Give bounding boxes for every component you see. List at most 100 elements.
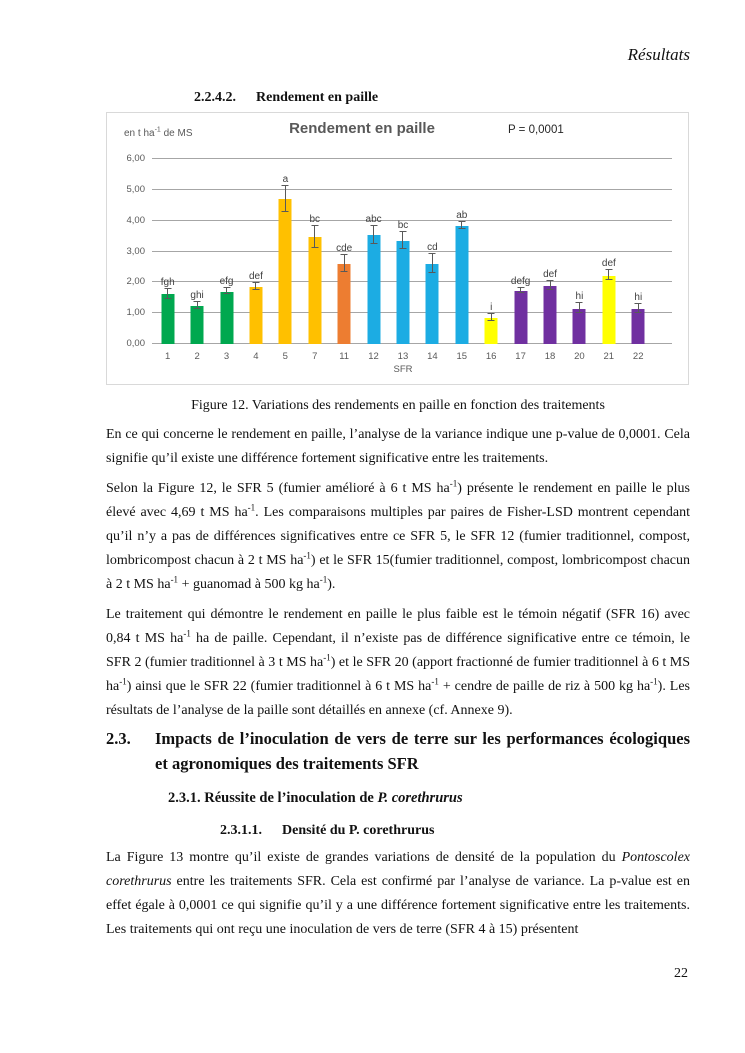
error-bar [428, 252, 436, 273]
gridline [152, 188, 672, 190]
error-bar [164, 287, 172, 299]
bar-slot: efg [212, 159, 241, 344]
error-bar [340, 254, 348, 273]
significance-letter: cd [427, 241, 438, 253]
bar-slot: a [271, 159, 300, 344]
heading-number: 2.2.4.2. [194, 90, 236, 105]
x-tick-label: 16 [485, 351, 497, 362]
bar-sfr-17 [514, 290, 528, 344]
heading-number: 2.3. [106, 729, 131, 748]
bar-sfr-18 [543, 286, 557, 344]
error-bar [487, 313, 495, 321]
bar-slot: hi [624, 159, 653, 344]
bar-sfr-11 [337, 264, 351, 344]
bar-slot: defg [506, 159, 535, 344]
x-tick-label: 21 [603, 351, 615, 362]
bar-sfr-15 [455, 225, 469, 344]
error-bar [399, 231, 407, 250]
x-tick-label: 3 [223, 351, 230, 362]
error-bar [311, 224, 319, 249]
significance-letter: a [282, 174, 289, 186]
y-tick-label: 2,00 [126, 276, 146, 288]
y-axis-labels: 0,00 1,00 2,00 3,00 4,00 5,00 6,00 [107, 153, 148, 349]
error-bar [546, 280, 554, 291]
x-tick-label: 1 [165, 351, 171, 362]
chart-title: Rendement en paille [289, 120, 435, 137]
paragraph-highest-yield: Selon la Figure 12, le SFR 5 (fumier amé… [106, 478, 691, 592]
bar-sfr-20 [572, 308, 586, 344]
page-content: Résultats 2.2.4.2. Rendement en paille e… [0, 0, 745, 942]
error-bar [370, 225, 378, 244]
heading-title: Rendement en paille [256, 90, 379, 105]
gridline [152, 343, 672, 344]
heading-2-3: 2.3. Impacts de l’inoculation de vers de… [106, 726, 690, 776]
y-tick-label: 6,00 [126, 153, 146, 164]
bar-sfr-1 [161, 294, 175, 344]
straw-yield-chart: en t ha-1 de MS Rendement en paille P = … [106, 112, 689, 385]
bar-slot: hi [565, 159, 594, 344]
figure-caption: Figure 12. Variations des rendements en … [191, 398, 605, 413]
bar-sfr-4 [249, 286, 263, 344]
gridline [152, 312, 672, 314]
x-axis-labels: 1 2 3 4 5 7 11 12 13 14 15 16 17 18 20 21 22 [153, 351, 653, 362]
bar-slot: def [535, 159, 564, 344]
bar-sfr-2 [190, 305, 204, 344]
x-tick-label: 17 [515, 351, 526, 362]
bar-slot: bc [388, 159, 417, 344]
heading-2-3-1: 2.3.1. Réussite de l’inoculation de P. c… [168, 790, 463, 806]
bar-sfr-13 [396, 241, 410, 344]
gridline [152, 158, 672, 159]
error-bar [575, 301, 583, 314]
paragraph-lowest-yield: Le traitement qui démontre le rendement … [106, 607, 690, 718]
x-tick-label: 15 [456, 351, 468, 362]
error-bar [605, 269, 613, 280]
significance-letter: hi [575, 290, 584, 302]
bar-slot: fgh [153, 159, 182, 344]
significance-letter: def [543, 269, 557, 281]
y-tick-label: 0,00 [126, 338, 146, 349]
significance-letter: bc [309, 213, 321, 225]
bar-sfr-5 [278, 199, 292, 344]
error-bar [517, 287, 525, 293]
x-tick-label: 22 [632, 351, 644, 362]
bar-sfr-3 [220, 291, 234, 344]
significance-letter: bc [397, 220, 409, 232]
x-tick-label: 4 [253, 351, 259, 362]
error-bar [193, 301, 201, 309]
error-bar [252, 282, 260, 290]
significance-letter: cde [336, 243, 353, 255]
heading-title: Densité du P. corethrurus [282, 823, 435, 838]
bar-slot: cde [329, 159, 358, 344]
significance-letter: efg [219, 276, 234, 288]
x-tick-label: 12 [368, 351, 379, 362]
running-header: Résultats [627, 45, 690, 64]
heading-2-3-1-1: 2.3.1.1. Densité du P. corethrurus [220, 821, 690, 840]
significance-letter: hi [634, 292, 643, 304]
chart-y-axis-unit-label: en t ha-1 de MS [124, 126, 193, 139]
x-tick-label: 13 [397, 351, 409, 362]
bar-slot: ghi [182, 159, 211, 344]
paragraph-anova: En ce qui concerne le rendement en paill… [106, 427, 690, 466]
error-bar [634, 303, 642, 313]
bar-sfr-7 [308, 237, 322, 344]
x-tick-label: 11 [339, 351, 350, 362]
y-tick-label: 1,00 [126, 307, 146, 319]
significance-letter: fgh [160, 276, 175, 288]
bar-sfr-22 [631, 309, 645, 344]
bar-slot: cd [418, 159, 447, 344]
bars-region: fgh ghi efg def a bc cde abc bc cd ab i defg def hi def… [153, 159, 653, 344]
y-tick-label: 5,00 [126, 183, 146, 195]
bar-slot: bc [300, 159, 329, 344]
significance-letter: defg [510, 276, 531, 288]
significance-letter: abc [365, 214, 382, 226]
gridline [152, 250, 672, 252]
x-tick-label: 2 [194, 351, 200, 362]
significance-letter: i [490, 302, 493, 314]
x-tick-label: 14 [427, 351, 438, 362]
gridline [152, 281, 672, 283]
heading-title: Impacts de l’inoculation de vers de terr… [155, 729, 690, 773]
bar-sfr-14 [425, 263, 439, 344]
x-tick-label: 20 [574, 351, 585, 362]
gridline [152, 219, 672, 221]
error-bar [223, 287, 231, 294]
